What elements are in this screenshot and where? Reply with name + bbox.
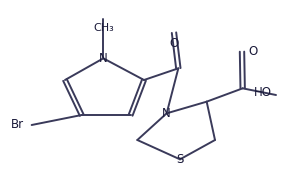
Text: N: N <box>99 52 108 65</box>
Text: N: N <box>162 107 171 120</box>
Text: S: S <box>176 153 184 166</box>
Text: CH₃: CH₃ <box>93 23 114 33</box>
Text: O: O <box>248 45 257 58</box>
Text: O: O <box>169 37 179 50</box>
Text: Br: Br <box>10 118 24 132</box>
Text: HO: HO <box>254 86 272 99</box>
